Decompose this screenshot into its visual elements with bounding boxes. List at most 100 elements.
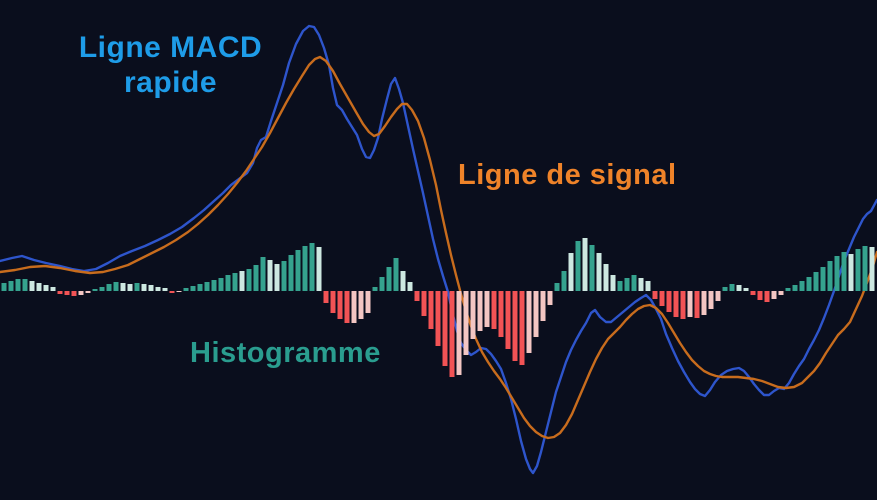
histogram-bar (36, 283, 42, 291)
histogram-bar (666, 291, 672, 312)
histogram-bar (323, 291, 329, 303)
histogram-bar (575, 241, 581, 291)
histogram-bar (253, 265, 259, 291)
histogram-bar (134, 283, 140, 291)
histogram-bar (687, 291, 693, 317)
histogram-bar (652, 291, 658, 299)
histogram-bar (484, 291, 490, 327)
histogram-bar (211, 280, 217, 291)
histogram-bar (582, 238, 588, 291)
histogram-bar (757, 291, 763, 300)
histogram-bar (92, 289, 98, 291)
histogram-label: Histogramme (190, 337, 381, 369)
histogram-bar (638, 278, 644, 291)
histogram-bar (190, 286, 196, 291)
macd-line (0, 24, 877, 475)
histogram-bar (526, 291, 532, 353)
histogram-bar (743, 288, 749, 291)
histogram-bar (57, 291, 63, 294)
histogram-bar (113, 282, 119, 291)
histogram-bar (477, 291, 483, 331)
histogram-bar (617, 281, 623, 291)
histogram-bar (99, 287, 105, 291)
histogram-bar (295, 250, 301, 291)
histogram-bar (673, 291, 679, 317)
histogram-bar (218, 278, 224, 291)
histogram-bar (414, 291, 420, 301)
histogram-bar (162, 288, 168, 291)
histogram-bar (50, 287, 56, 291)
histogram-bar (519, 291, 525, 365)
histogram-bar (806, 277, 812, 291)
histogram-bar (22, 279, 28, 291)
histogram-bar (701, 291, 707, 315)
histogram-bar (316, 247, 322, 291)
histogram-bar (715, 291, 721, 301)
histogram-bar (281, 261, 287, 291)
histogram-bar (708, 291, 714, 309)
histogram-bar (813, 272, 819, 291)
histogram-bar (680, 291, 686, 319)
histogram-bar (400, 271, 406, 291)
histogram-bar (694, 291, 700, 318)
histogram-bar (330, 291, 336, 313)
histogram-bar (274, 264, 280, 291)
histogram-bar (848, 254, 854, 291)
histogram-bar (869, 247, 875, 291)
histogram-bar (176, 291, 182, 292)
histogram-bar (141, 284, 147, 291)
histogram-bar (540, 291, 546, 321)
histogram-bar (855, 249, 861, 291)
histogram-bar (344, 291, 350, 323)
histogram-bar (750, 291, 756, 295)
histogram-bar (512, 291, 518, 361)
histogram-bar (169, 291, 175, 293)
histogram-bar (127, 284, 133, 291)
histogram-bar (561, 271, 567, 291)
histogram-bar (491, 291, 497, 329)
histogram-bar (792, 285, 798, 291)
histogram-bar (393, 258, 399, 291)
histogram-bar (379, 277, 385, 291)
histogram-bar (764, 291, 770, 302)
histogram-bar (232, 273, 238, 291)
histogram-bar (106, 284, 112, 291)
histogram-bar (862, 246, 868, 291)
histogram-bar (183, 288, 189, 291)
histogram-bar (449, 291, 455, 377)
histogram-bars (1, 238, 875, 377)
histogram-bar (771, 291, 777, 299)
histogram-bar (351, 291, 357, 323)
histogram-bar (442, 291, 448, 366)
histogram-bar (421, 291, 427, 316)
histogram-bar (505, 291, 511, 349)
histogram-bar (64, 291, 70, 295)
histogram-bar (386, 267, 392, 291)
histogram-bar (120, 283, 126, 291)
histogram-bar (645, 281, 651, 291)
histogram-bar (148, 285, 154, 291)
histogram-bar (43, 285, 49, 291)
histogram-bar (15, 279, 21, 291)
histogram-bar (1, 283, 7, 291)
histogram-bar (246, 269, 252, 291)
histogram-bar (71, 291, 77, 296)
histogram-bar (407, 282, 413, 291)
histogram-bar (358, 291, 364, 319)
histogram-bar (568, 253, 574, 291)
histogram-bar (799, 281, 805, 291)
histogram-bar (302, 246, 308, 291)
histogram-bar (337, 291, 343, 319)
histogram-bar (498, 291, 504, 337)
histogram-bar (785, 288, 791, 291)
histogram-bar (267, 260, 273, 291)
histogram-bar (435, 291, 441, 346)
histogram-bar (309, 243, 315, 291)
histogram-bar (554, 283, 560, 291)
histogram-bar (456, 291, 462, 375)
histogram-bar (589, 245, 595, 291)
histogram-bar (155, 287, 161, 291)
histogram-bar (470, 291, 476, 339)
histogram-bar (463, 291, 469, 355)
